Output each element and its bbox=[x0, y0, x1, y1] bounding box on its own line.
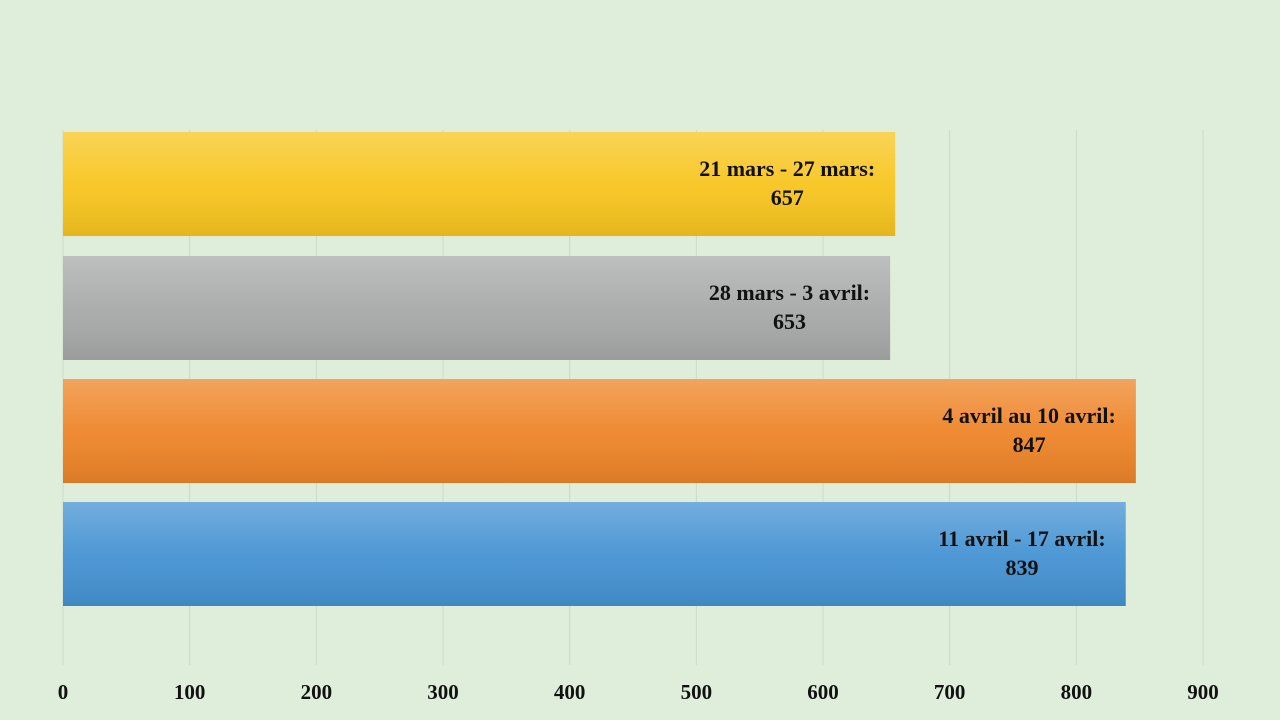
category-label: 21 mars - 27 mars: bbox=[699, 156, 875, 181]
x-tick-label: 600 bbox=[807, 680, 839, 704]
value-label: 653 bbox=[773, 309, 806, 334]
bar-shine bbox=[63, 502, 1126, 606]
bar-shine bbox=[63, 256, 891, 360]
x-tick-label: 300 bbox=[427, 680, 459, 704]
bar-shine bbox=[63, 379, 1136, 483]
value-label: 839 bbox=[1006, 555, 1039, 580]
x-tick-label: 200 bbox=[301, 680, 333, 704]
category-label: 11 avril - 17 avril: bbox=[938, 526, 1105, 551]
x-tick-label: 0 bbox=[58, 680, 69, 704]
x-tick-label: 400 bbox=[554, 680, 586, 704]
value-label: 847 bbox=[1013, 432, 1046, 457]
bar-shine bbox=[63, 132, 896, 236]
category-label: 4 avril au 10 avril: bbox=[942, 403, 1116, 428]
x-tick-label: 100 bbox=[174, 680, 206, 704]
category-label: 28 mars - 3 avril: bbox=[709, 280, 870, 305]
x-tick-label: 700 bbox=[934, 680, 966, 704]
x-tick-label: 800 bbox=[1061, 680, 1093, 704]
x-tick-label: 500 bbox=[681, 680, 713, 704]
value-label: 657 bbox=[771, 185, 804, 210]
x-tick-label: 900 bbox=[1187, 680, 1219, 704]
